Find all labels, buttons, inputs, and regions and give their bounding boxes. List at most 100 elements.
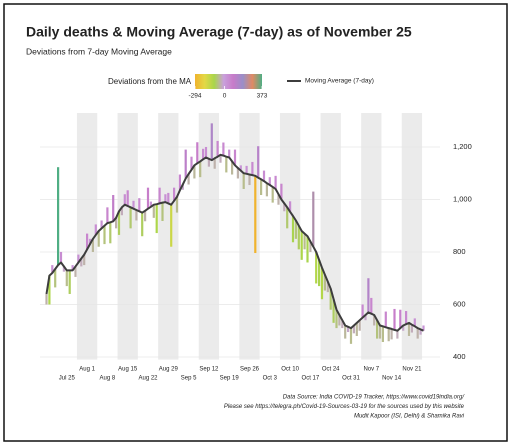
deviation-bar <box>405 311 408 325</box>
deviation-bar <box>94 224 97 235</box>
deviation-bar <box>129 207 132 229</box>
week-band <box>117 113 138 360</box>
week-band <box>198 113 220 360</box>
deviation-bar <box>262 170 266 182</box>
deviation-bar <box>344 325 347 339</box>
deviation-bar <box>280 183 283 200</box>
deviation-bar <box>71 265 74 271</box>
deviation-bar <box>349 328 353 344</box>
deviation-bar <box>419 329 422 335</box>
deviation-bar <box>196 142 199 164</box>
deviation-bar <box>65 270 68 287</box>
x-tick-label: Sep 12 <box>199 367 219 373</box>
week-band <box>158 113 179 360</box>
deviation-bar <box>86 233 89 250</box>
colorbar-title: Deviations from the MA <box>108 77 192 86</box>
deviation-bar <box>323 274 326 291</box>
deviation-bar <box>161 202 164 221</box>
deviation-bar <box>271 186 274 203</box>
deviation-bar <box>390 328 393 340</box>
deviation-bar <box>103 225 106 245</box>
deviation-bar <box>254 175 257 254</box>
deviation-bar <box>59 251 63 263</box>
deviation-bar <box>97 230 100 247</box>
x-tick-label: Nov 21 <box>402 367 422 373</box>
deviation-bar <box>123 194 126 205</box>
colorbar-tick-label: -294 <box>188 93 201 100</box>
deviation-bar <box>364 314 367 321</box>
deviation-bar <box>338 314 341 326</box>
deviation-bar <box>231 161 234 175</box>
deviation-bar <box>257 146 260 178</box>
x-tick-label: Aug 22 <box>138 376 158 382</box>
deviation-bar <box>141 212 144 237</box>
deviation-bar <box>115 217 118 229</box>
deviation-bar <box>370 297 373 314</box>
deviation-bar <box>361 304 364 318</box>
y-tick-label: 800 <box>453 247 466 256</box>
deviation-bar <box>62 266 65 272</box>
colorbar-tick-label: 373 <box>257 93 268 100</box>
deviation-bar <box>396 330 399 339</box>
deviation-bar <box>378 325 382 339</box>
deviation-bar <box>242 173 245 189</box>
deviation-bar <box>329 288 332 310</box>
deviation-bar <box>106 207 109 224</box>
deviation-bar <box>167 192 170 204</box>
deviation-bar <box>358 320 361 331</box>
deviation-bar <box>173 187 176 201</box>
week-band <box>401 113 423 360</box>
x-tick-label: Nov 14 <box>382 376 402 382</box>
legend-label: Moving Average (7-day) <box>305 78 374 85</box>
deviation-bar <box>410 324 413 333</box>
deviation-bar <box>202 148 205 160</box>
deviation-bar <box>109 222 112 244</box>
deviation-bar <box>320 267 324 300</box>
deviation-bar <box>315 251 318 284</box>
deviation-bar <box>233 149 237 166</box>
deviation-bar <box>88 238 92 245</box>
deviation-bar <box>274 175 277 189</box>
deviation-bar <box>199 161 202 178</box>
deviation-bar <box>187 174 190 185</box>
deviation-bar <box>178 174 181 191</box>
chart-title: Daily deaths & Moving Average (7-day) as… <box>26 24 412 40</box>
deviation-bar <box>289 201 292 212</box>
deviation-bar <box>170 204 173 247</box>
deviation-bar <box>213 158 216 169</box>
deviation-bar <box>68 270 71 294</box>
deviation-bar <box>245 165 248 174</box>
deviation-bar <box>210 123 213 161</box>
deviation-bar <box>407 322 411 336</box>
deviation-bar <box>422 325 425 331</box>
source-note: Mudit Kapoor (ISI, Delhi) & Shamika Ravi <box>354 414 465 420</box>
deviation-bar <box>181 184 184 190</box>
x-tick-label: Jul 25 <box>59 376 76 382</box>
deviation-bar <box>277 194 280 205</box>
deviation-bar <box>291 216 295 243</box>
week-band <box>361 113 382 360</box>
deviation-bar <box>184 149 187 179</box>
x-tick-label: Aug 29 <box>159 367 179 373</box>
deviation-bar <box>54 269 57 288</box>
deviation-bar <box>347 326 350 333</box>
deviation-bar <box>248 174 251 186</box>
deviation-bar <box>216 140 219 157</box>
deviation-bar <box>83 254 86 266</box>
week-band <box>279 113 301 360</box>
deviation-bar <box>45 293 48 305</box>
deviation-bar <box>190 156 193 170</box>
deviation-bar <box>152 204 155 218</box>
deviation-bar <box>393 308 396 330</box>
colorbar <box>195 74 262 89</box>
deviation-bar <box>286 207 289 229</box>
deviation-bar <box>332 299 335 323</box>
deviation-bar <box>294 220 297 239</box>
deviation-bar <box>367 278 370 313</box>
x-tick-label: Oct 31 <box>342 376 360 382</box>
deviation-bar <box>355 322 358 336</box>
deviation-bar <box>138 198 141 212</box>
deviation-bar <box>251 161 254 176</box>
x-tick-label: Oct 17 <box>302 376 320 382</box>
